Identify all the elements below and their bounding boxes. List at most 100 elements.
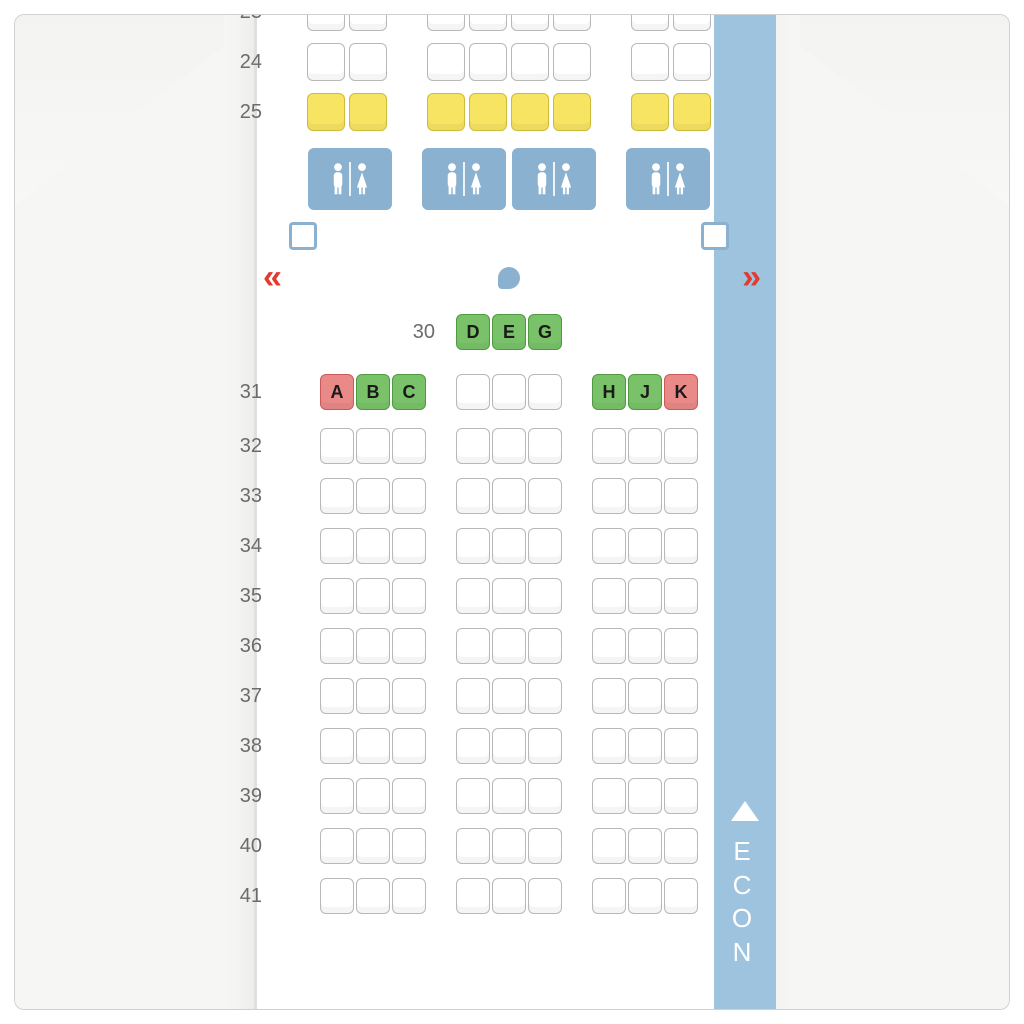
seat[interactable] (528, 628, 562, 664)
seat[interactable] (392, 778, 426, 814)
seat[interactable]: C (392, 374, 426, 410)
seat[interactable] (673, 93, 711, 131)
seat[interactable] (628, 528, 662, 564)
seat[interactable] (307, 14, 345, 31)
seat[interactable] (628, 778, 662, 814)
seat[interactable] (456, 428, 490, 464)
seat[interactable] (492, 828, 526, 864)
seat[interactable] (592, 828, 626, 864)
seat[interactable] (631, 14, 669, 31)
seat[interactable] (592, 478, 626, 514)
seat[interactable] (628, 878, 662, 914)
seat[interactable] (456, 828, 490, 864)
seat[interactable] (592, 728, 626, 764)
seat[interactable] (349, 93, 387, 131)
seat[interactable] (528, 828, 562, 864)
seat[interactable] (456, 778, 490, 814)
seat[interactable] (511, 14, 549, 31)
seat[interactable] (456, 578, 490, 614)
seat[interactable] (320, 878, 354, 914)
seat[interactable] (456, 678, 490, 714)
seat[interactable] (528, 728, 562, 764)
seat[interactable] (664, 628, 698, 664)
seat[interactable] (664, 528, 698, 564)
seat[interactable] (492, 428, 526, 464)
seat[interactable] (392, 578, 426, 614)
seat[interactable] (628, 678, 662, 714)
seat[interactable] (456, 478, 490, 514)
seat[interactable] (320, 828, 354, 864)
seat[interactable] (320, 578, 354, 614)
seat[interactable] (528, 374, 562, 410)
seat[interactable] (592, 528, 626, 564)
seat[interactable] (456, 728, 490, 764)
seat[interactable] (469, 43, 507, 81)
seat[interactable] (492, 374, 526, 410)
seat[interactable] (528, 528, 562, 564)
seat[interactable] (492, 528, 526, 564)
seat[interactable]: A (320, 374, 354, 410)
seat[interactable] (356, 578, 390, 614)
seat[interactable] (592, 778, 626, 814)
seat[interactable] (349, 43, 387, 81)
seat[interactable] (356, 478, 390, 514)
seat[interactable] (664, 578, 698, 614)
seat[interactable] (349, 14, 387, 31)
seat[interactable] (628, 478, 662, 514)
seat[interactable] (320, 528, 354, 564)
seat[interactable] (553, 93, 591, 131)
seat[interactable] (664, 478, 698, 514)
seat[interactable] (553, 14, 591, 31)
seat[interactable] (427, 43, 465, 81)
seat[interactable] (320, 428, 354, 464)
seat[interactable] (392, 428, 426, 464)
seat[interactable] (664, 778, 698, 814)
seat[interactable] (673, 43, 711, 81)
seat[interactable] (356, 878, 390, 914)
seat[interactable]: J (628, 374, 662, 410)
seat[interactable] (528, 678, 562, 714)
seat[interactable] (592, 628, 626, 664)
seat[interactable] (307, 93, 345, 131)
seat[interactable] (664, 878, 698, 914)
seat[interactable] (456, 628, 490, 664)
seat[interactable] (631, 43, 669, 81)
seat[interactable] (456, 528, 490, 564)
seat[interactable] (392, 828, 426, 864)
seat[interactable] (492, 628, 526, 664)
seat[interactable] (528, 478, 562, 514)
seat[interactable] (427, 14, 465, 31)
seat[interactable] (469, 93, 507, 131)
seat[interactable] (392, 478, 426, 514)
seat[interactable]: E (492, 314, 526, 350)
seat[interactable]: K (664, 374, 698, 410)
seat[interactable] (356, 728, 390, 764)
seat[interactable]: H (592, 374, 626, 410)
seat[interactable] (307, 43, 345, 81)
seat[interactable] (511, 43, 549, 81)
seat[interactable] (320, 728, 354, 764)
seat[interactable] (528, 578, 562, 614)
seat[interactable] (628, 728, 662, 764)
seat[interactable] (392, 678, 426, 714)
seat[interactable] (492, 728, 526, 764)
seat[interactable] (456, 374, 490, 410)
seat[interactable] (631, 93, 669, 131)
seat[interactable] (320, 628, 354, 664)
seat[interactable] (664, 828, 698, 864)
seat[interactable] (628, 828, 662, 864)
seat[interactable] (492, 578, 526, 614)
seat[interactable] (628, 628, 662, 664)
seat[interactable]: B (356, 374, 390, 410)
seat[interactable] (673, 14, 711, 31)
seat[interactable]: G (528, 314, 562, 350)
seat[interactable] (392, 878, 426, 914)
seat[interactable] (356, 428, 390, 464)
seat[interactable] (592, 878, 626, 914)
seat[interactable] (492, 778, 526, 814)
seat[interactable] (492, 478, 526, 514)
seat[interactable] (592, 428, 626, 464)
seat[interactable] (356, 678, 390, 714)
seat[interactable] (320, 478, 354, 514)
seat[interactable] (356, 778, 390, 814)
